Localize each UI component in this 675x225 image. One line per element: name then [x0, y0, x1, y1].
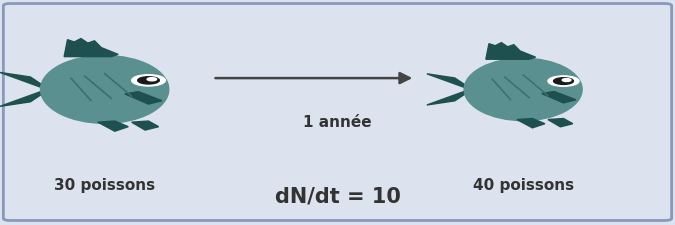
Circle shape [132, 75, 165, 87]
Polygon shape [542, 92, 576, 104]
Circle shape [562, 79, 571, 82]
Ellipse shape [40, 56, 169, 124]
Circle shape [554, 78, 574, 85]
Polygon shape [517, 119, 545, 128]
Polygon shape [486, 43, 535, 60]
Polygon shape [427, 91, 470, 106]
Text: 40 poissons: 40 poissons [472, 177, 574, 192]
Polygon shape [125, 92, 162, 105]
FancyBboxPatch shape [3, 4, 672, 220]
Text: 30 poissons: 30 poissons [54, 177, 155, 192]
Ellipse shape [464, 59, 582, 121]
Circle shape [147, 78, 157, 81]
Circle shape [548, 76, 579, 87]
Polygon shape [132, 122, 159, 130]
Polygon shape [0, 91, 47, 107]
Polygon shape [98, 122, 128, 132]
Circle shape [138, 77, 159, 85]
Polygon shape [0, 73, 47, 89]
Polygon shape [64, 39, 118, 57]
Polygon shape [427, 74, 470, 89]
Text: 1 année: 1 année [303, 114, 372, 129]
Text: dN/dt = 10: dN/dt = 10 [275, 186, 400, 206]
Polygon shape [548, 119, 573, 127]
